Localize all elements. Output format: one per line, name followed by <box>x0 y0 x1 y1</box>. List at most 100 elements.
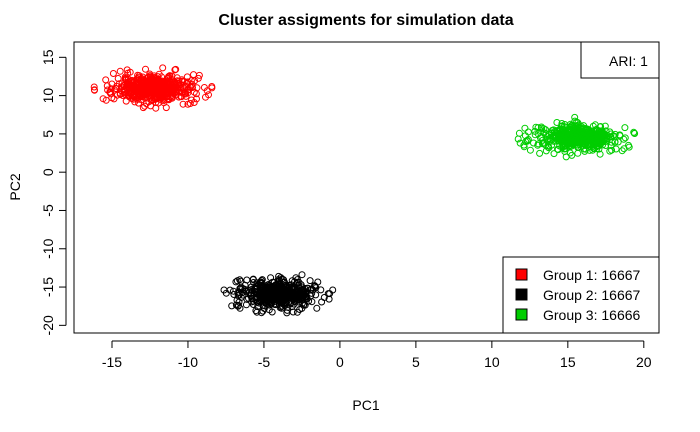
data-point <box>188 80 196 88</box>
ari-annotation: ARI: 1 <box>580 41 660 79</box>
data-point <box>534 141 542 149</box>
legend-label: Group 3: 16666 <box>543 307 641 323</box>
data-point <box>145 98 153 106</box>
data-point <box>139 104 147 112</box>
legend-swatch <box>515 288 528 301</box>
data-point <box>274 291 281 299</box>
data-point <box>200 84 208 91</box>
data-point <box>302 293 310 301</box>
data-point <box>252 307 260 315</box>
x-axis: -15 -10 -5 0 5 10 15 20 <box>102 340 652 370</box>
data-point <box>113 85 120 93</box>
data-point <box>108 80 116 88</box>
x-tick-label: 10 <box>484 354 500 370</box>
data-point <box>597 139 605 147</box>
legend-swatch <box>515 268 528 281</box>
data-point <box>165 80 173 88</box>
data-point <box>182 92 190 100</box>
data-point <box>163 81 171 89</box>
data-point <box>293 278 301 286</box>
data-point <box>278 287 286 295</box>
legend-item: Group 1: 16667 <box>515 267 641 283</box>
series-3 <box>514 113 639 161</box>
data-point <box>195 71 203 79</box>
data-point <box>263 297 271 305</box>
legend-box <box>502 256 660 334</box>
data-point <box>165 73 173 80</box>
data-point <box>567 138 575 146</box>
x-tick-label: 5 <box>412 354 420 370</box>
data-point <box>125 92 133 100</box>
data-point <box>554 146 562 154</box>
data-point <box>141 102 149 110</box>
data-point <box>599 138 607 146</box>
x-tick-label: -5 <box>258 354 271 370</box>
data-point <box>205 91 212 99</box>
data-point <box>259 307 267 315</box>
y-tick-label: 5 <box>40 130 56 138</box>
data-point <box>550 131 558 139</box>
data-point <box>576 132 584 140</box>
data-point <box>113 91 121 99</box>
data-point <box>259 291 267 299</box>
data-point <box>546 135 554 143</box>
data-point <box>515 129 523 137</box>
data-point <box>320 294 328 301</box>
data-point <box>562 153 570 161</box>
data-point <box>255 291 263 299</box>
data-point <box>208 84 216 92</box>
y-tick-label: 15 <box>40 49 56 65</box>
data-point <box>562 135 570 142</box>
data-point <box>571 113 579 121</box>
data-point <box>296 306 304 313</box>
data-point <box>278 302 286 310</box>
data-point <box>580 134 587 142</box>
data-point <box>301 301 309 309</box>
data-point <box>90 86 98 94</box>
data-point <box>561 141 569 149</box>
data-point <box>116 90 124 98</box>
data-point <box>601 122 609 130</box>
data-point <box>536 134 544 142</box>
data-point <box>233 296 241 304</box>
data-point <box>545 144 553 152</box>
y-axis-label: PC2 <box>7 173 23 200</box>
data-point <box>233 277 241 285</box>
data-point <box>531 131 539 139</box>
data-point <box>99 95 107 103</box>
data-point <box>536 149 544 157</box>
data-point <box>596 150 604 158</box>
ari-text: ARI: 1 <box>609 53 648 69</box>
data-point <box>249 297 257 305</box>
data-point <box>576 141 584 148</box>
data-point <box>313 304 321 312</box>
data-point <box>133 75 141 82</box>
data-point <box>248 287 256 295</box>
data-point <box>574 119 582 127</box>
data-point <box>235 298 243 306</box>
data-point <box>612 145 620 153</box>
x-tick-label: 15 <box>560 354 576 370</box>
data-point <box>290 298 298 306</box>
data-point <box>523 136 531 144</box>
data-point <box>554 135 562 143</box>
data-point <box>283 309 291 317</box>
x-tick-label: -10 <box>178 354 198 370</box>
data-point <box>256 279 264 287</box>
y-tick-label: -15 <box>40 277 56 297</box>
data-point <box>118 79 126 87</box>
data-point <box>567 122 575 130</box>
data-point <box>258 276 266 284</box>
data-point <box>124 69 132 77</box>
data-point <box>630 129 638 137</box>
data-point <box>168 72 176 80</box>
series-2 <box>220 271 337 317</box>
data-point <box>107 85 115 93</box>
data-point <box>311 282 319 290</box>
data-point <box>152 104 160 112</box>
y-tick-label: -20 <box>40 315 56 335</box>
data-point <box>530 139 537 147</box>
data-point <box>154 73 162 81</box>
data-point <box>220 286 228 294</box>
data-point <box>616 131 624 139</box>
